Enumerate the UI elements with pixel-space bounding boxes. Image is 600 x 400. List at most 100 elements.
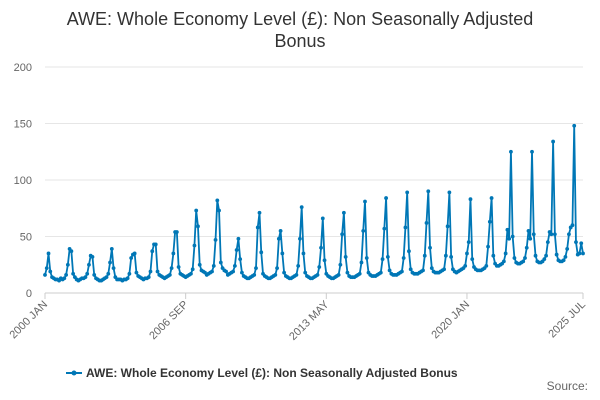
data-point[interactable] [169,266,174,271]
data-point[interactable] [421,268,425,273]
data-point[interactable] [542,257,547,261]
data-point[interactable] [104,275,109,280]
data-point[interactable] [127,271,132,276]
data-point[interactable] [563,254,568,259]
data-point[interactable] [491,253,496,258]
data-point[interactable] [62,276,67,281]
data-point[interactable] [211,263,216,268]
data-point[interactable] [361,228,366,233]
data-point[interactable] [565,247,570,251]
data-point[interactable] [294,273,299,277]
data-point[interactable] [190,267,195,272]
data-point[interactable] [521,259,526,264]
data-point[interactable] [338,262,343,267]
data-point[interactable] [336,273,341,277]
data-point[interactable] [174,230,179,234]
data-point[interactable] [428,245,432,250]
data-point[interactable] [470,257,475,261]
data-point[interactable] [503,251,508,256]
data-point[interactable] [408,267,413,272]
data-point[interactable] [192,243,197,248]
data-point[interactable] [526,228,531,233]
data-point[interactable] [401,256,406,260]
legend-label[interactable]: AWE: Whole Economy Level (£): Non Season… [86,366,458,380]
data-point[interactable] [317,265,322,269]
data-point[interactable] [197,262,202,267]
data-point[interactable] [278,228,283,233]
data-point[interactable] [387,268,392,273]
data-point[interactable] [567,232,571,237]
data-point[interactable] [533,253,538,258]
data-point[interactable] [443,253,448,258]
data-point[interactable] [48,269,53,274]
data-point[interactable] [549,232,554,237]
data-point[interactable] [364,256,369,260]
data-point[interactable] [465,251,469,256]
data-point[interactable] [236,236,241,241]
data-point[interactable] [280,251,285,256]
data-point[interactable] [341,210,346,215]
data-point[interactable] [106,271,111,276]
data-point[interactable] [561,258,566,263]
data-point[interactable] [257,210,262,215]
data-point[interactable] [380,257,385,261]
data-point[interactable] [512,256,517,260]
data-point[interactable] [276,236,281,241]
data-point[interactable] [90,254,95,259]
data-point[interactable] [319,245,323,250]
data-point[interactable] [581,251,585,256]
data-point[interactable] [523,256,527,260]
data-point[interactable] [463,263,468,268]
data-point[interactable] [108,260,112,265]
data-point[interactable] [510,234,515,239]
data-point[interactable] [254,266,258,271]
data-point[interactable] [218,260,223,265]
data-point[interactable] [167,273,172,277]
data-point[interactable] [44,266,49,271]
data-point[interactable] [215,198,220,203]
data-point[interactable] [544,253,548,258]
data-point[interactable] [422,253,427,258]
data-point[interactable] [43,273,47,277]
data-point[interactable] [357,271,362,276]
data-point[interactable] [445,224,450,229]
data-point[interactable] [296,263,301,268]
data-point[interactable] [259,250,264,255]
data-point[interactable] [298,236,302,241]
data-point[interactable] [509,149,513,154]
data-point[interactable] [148,269,153,274]
data-point[interactable] [507,236,512,241]
data-point[interactable] [343,254,348,259]
data-point[interactable] [132,251,137,256]
data-point[interactable] [405,190,410,195]
data-point[interactable] [570,223,575,228]
data-point[interactable] [424,221,429,225]
data-point[interactable] [363,199,367,204]
data-point[interactable] [83,275,88,280]
data-point[interactable] [129,256,134,260]
data-point[interactable] [234,248,239,252]
data-point[interactable] [71,271,76,276]
data-point[interactable] [484,263,489,268]
data-point[interactable] [315,273,320,277]
data-point[interactable] [189,271,193,276]
data-point[interactable] [407,249,411,254]
data-point[interactable] [487,219,492,224]
data-point[interactable] [528,236,533,241]
data-point[interactable] [426,189,431,194]
data-point[interactable] [194,208,199,213]
data-point[interactable] [303,270,308,275]
data-point[interactable] [196,224,200,229]
data-point[interactable] [447,190,452,195]
data-point[interactable] [217,208,221,213]
data-point[interactable] [552,232,557,237]
data-point[interactable] [65,262,70,267]
data-point[interactable] [403,225,408,230]
data-point[interactable] [125,276,130,281]
data-point[interactable] [572,123,577,128]
data-point[interactable] [282,270,287,275]
data-point[interactable] [240,270,244,275]
data-point[interactable] [322,258,327,263]
data-point[interactable] [378,270,383,275]
data-point[interactable] [382,226,387,231]
